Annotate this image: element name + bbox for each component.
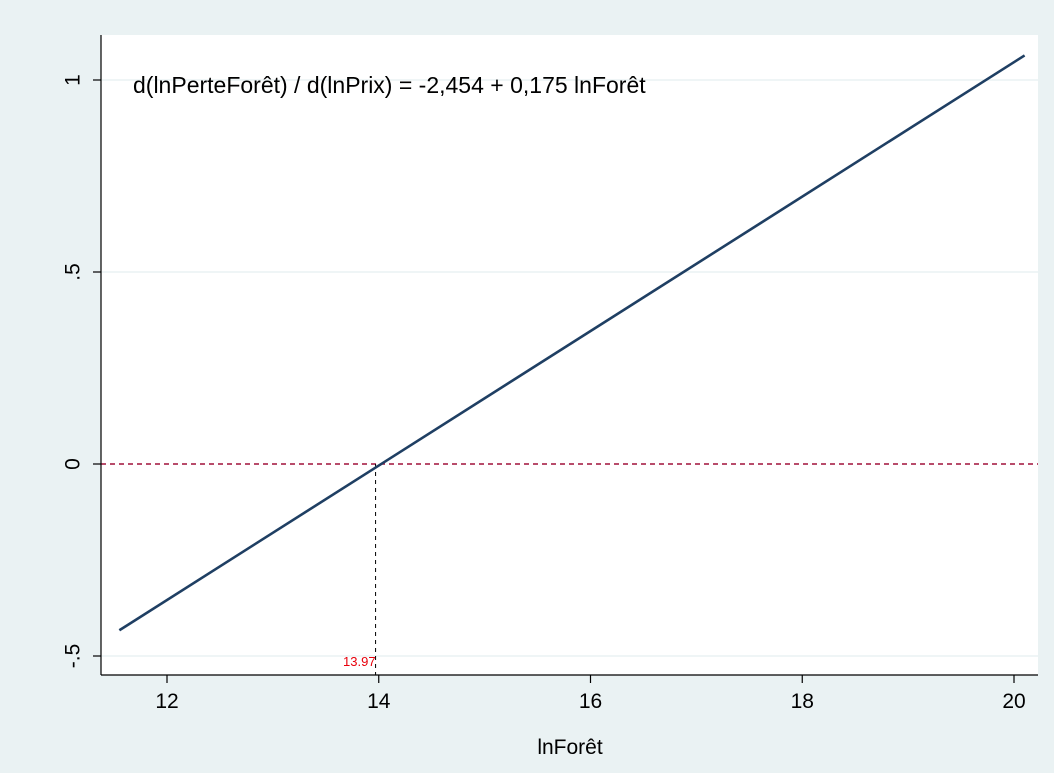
series-lines [118,54,1026,632]
y-tick-label: 0 [62,458,85,470]
x-tick-label: 14 [367,690,391,713]
y-tick-label: -.5 [62,644,85,669]
x-axis-label: lnForêt [537,736,603,759]
x-tick-label: 20 [1002,690,1025,713]
x-tick-label: 16 [579,690,602,713]
x-tick-label: 12 [155,690,178,713]
reference-lines: 13.97 [101,463,1038,675]
grid-lines [101,79,1038,657]
axes [100,35,1038,676]
equation-annotation: d(lnPerteForêt) / d(lnPrix) = -2,454 + 0… [133,72,646,98]
series-line [118,54,1026,632]
ticks: -.5 0 .5 1 12 14 16 18 20 [62,74,1026,713]
plot-background [101,35,1038,675]
threshold-label: 13.97 [343,654,376,669]
y-tick-label: .5 [62,263,85,281]
y-tick-label: 1 [62,74,85,86]
x-tick-label: 18 [791,690,814,713]
